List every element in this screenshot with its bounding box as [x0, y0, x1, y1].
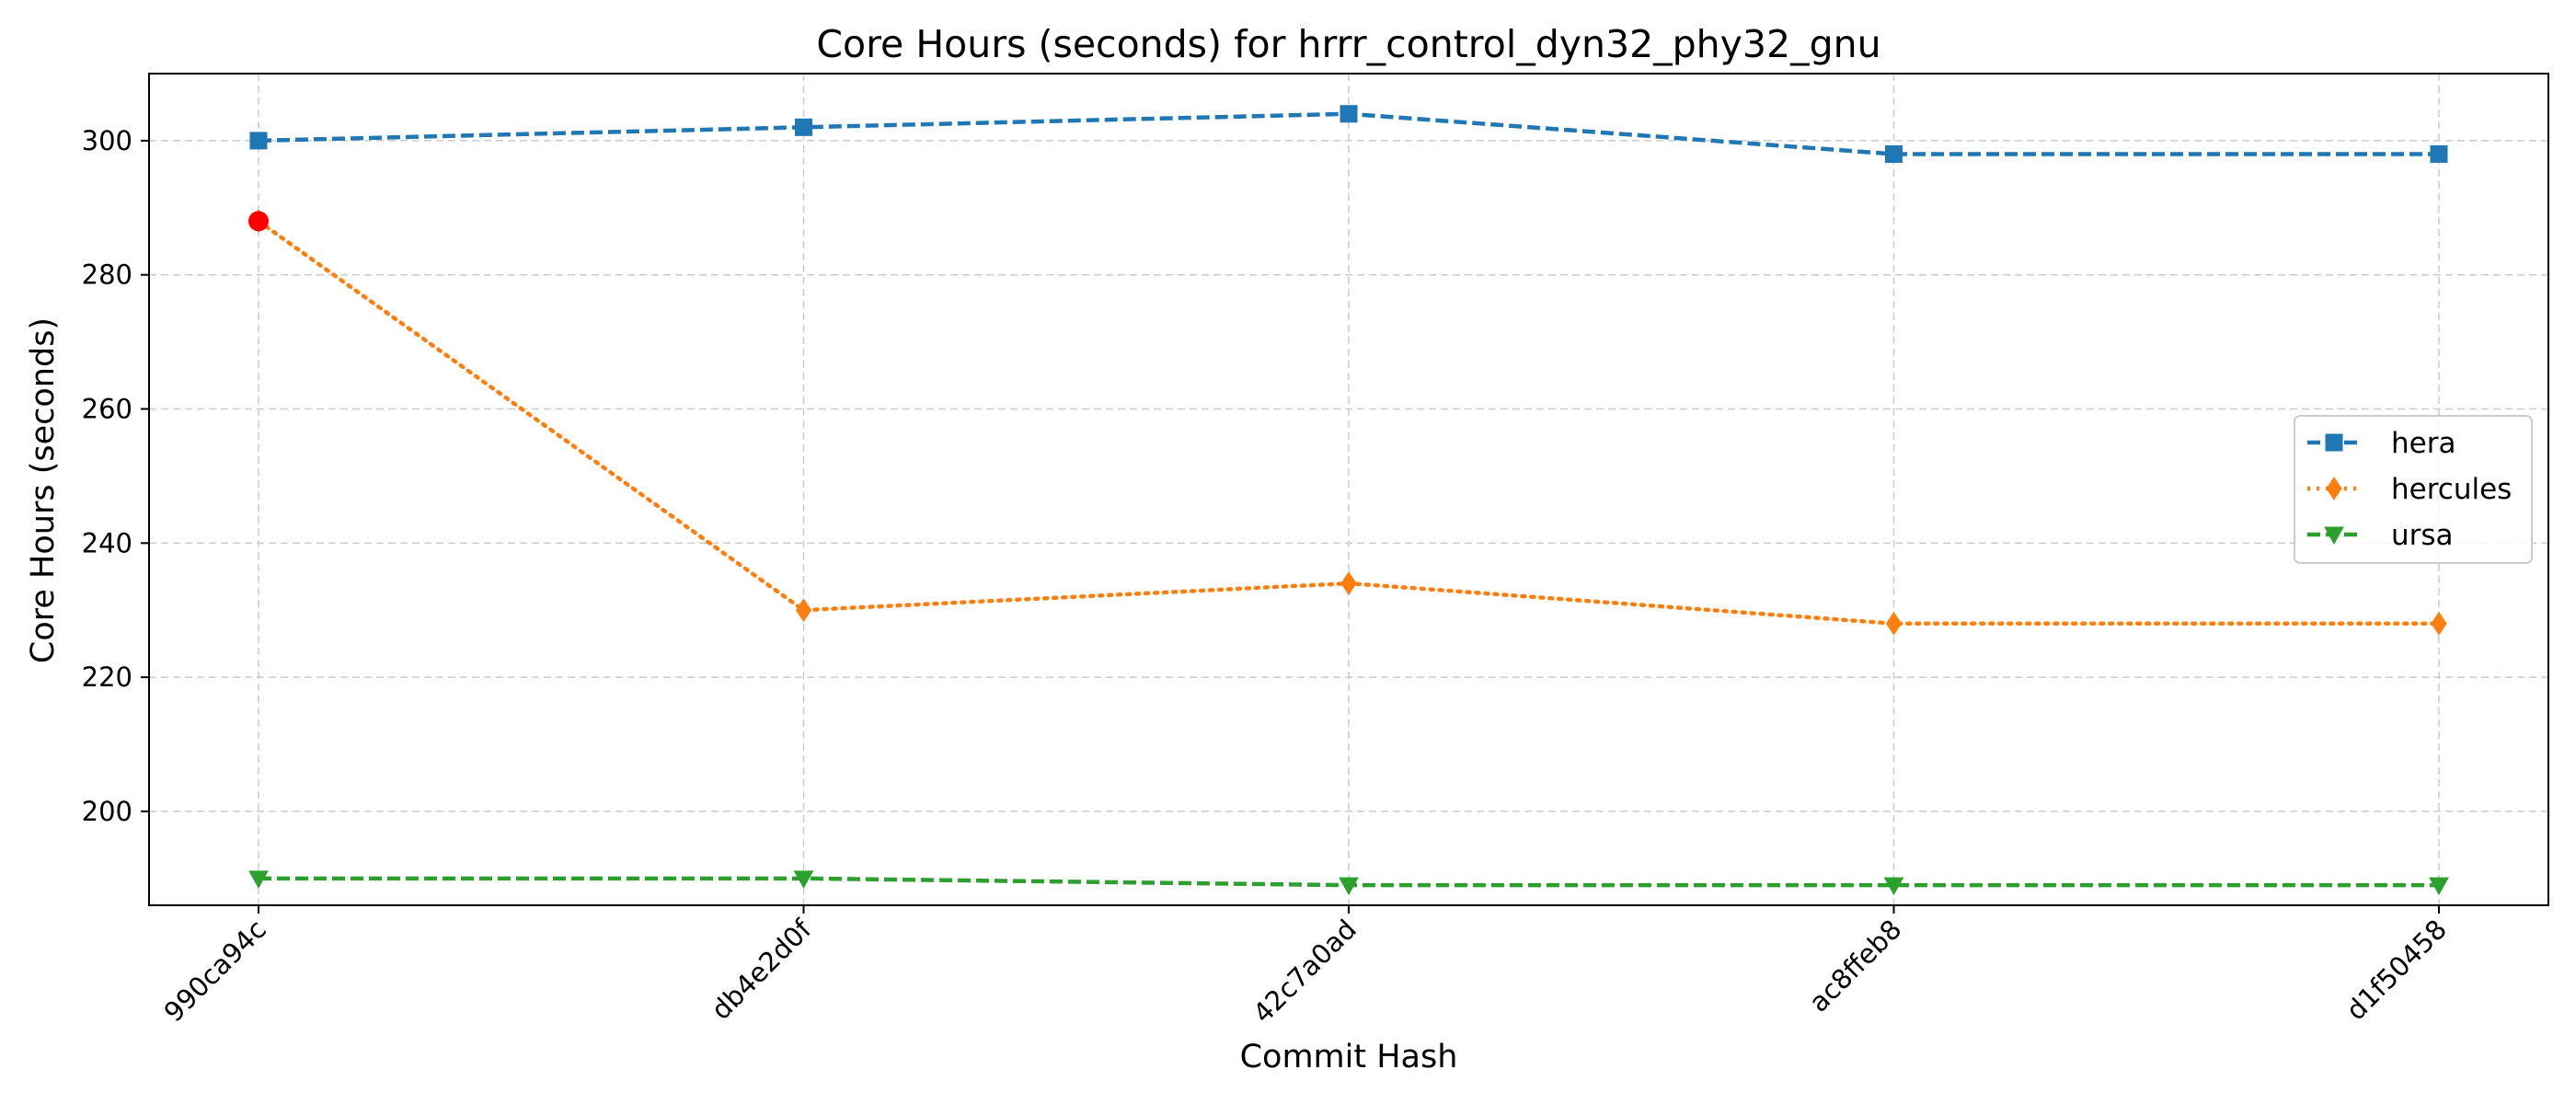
legend-marker-hera: [2325, 433, 2343, 452]
x-tick-label: ac8ffeb8: [1803, 914, 1908, 1018]
data-point-ursa: [248, 870, 269, 889]
x-axis-label: Commit Hash: [1240, 1039, 1458, 1075]
legend: hera hercules ursa: [2294, 415, 2533, 564]
legend-label-hera: hera: [2391, 427, 2455, 460]
x-tick-label: d1f50458: [2340, 914, 2453, 1027]
chart-title: Core Hours (seconds) for hrrr_control_dy…: [816, 22, 1880, 66]
y-tick-label: 240: [82, 527, 132, 558]
y-tick-label: 300: [82, 125, 132, 156]
x-tick-label: db4e2d0f: [705, 913, 818, 1026]
legend-marker-hercules: [2326, 477, 2342, 500]
data-point-hera: [1885, 144, 1903, 163]
data-point-ursa: [793, 870, 814, 889]
legend-box: [2294, 415, 2533, 564]
data-point-hercules: [1885, 611, 1903, 636]
y-tick-label: 280: [82, 259, 132, 291]
data-point-ursa: [1883, 877, 1904, 896]
y-tick-label: 220: [82, 661, 132, 693]
grid-lines: [149, 74, 2548, 905]
data-point-hercules: [2431, 611, 2447, 636]
data-point-hera: [1340, 105, 1358, 123]
series-hera: [249, 105, 2448, 163]
data-point-hera: [2430, 144, 2448, 163]
legend-marker-ursa: [2324, 526, 2344, 546]
highlight-point: [248, 211, 269, 232]
x-tick-label: 42c7a0ad: [1247, 914, 1363, 1029]
data-point-hercules: [795, 598, 812, 623]
legend-label-ursa: ursa: [2391, 519, 2454, 552]
data-point-hera: [795, 118, 812, 136]
data-point-hera: [249, 132, 268, 150]
legend-label-hercules: hercules: [2391, 473, 2512, 506]
y-axis-label: Core Hours (seconds): [25, 317, 62, 663]
x-tick-label: 990ca94c: [158, 914, 272, 1028]
data-point-ursa: [1339, 877, 1359, 896]
y-tick-label: 200: [82, 796, 132, 827]
series-ursa: [248, 870, 2449, 896]
y-tick-label: 260: [82, 394, 132, 425]
data-point-hercules: [1340, 571, 1357, 595]
data-point-ursa: [2429, 877, 2449, 896]
